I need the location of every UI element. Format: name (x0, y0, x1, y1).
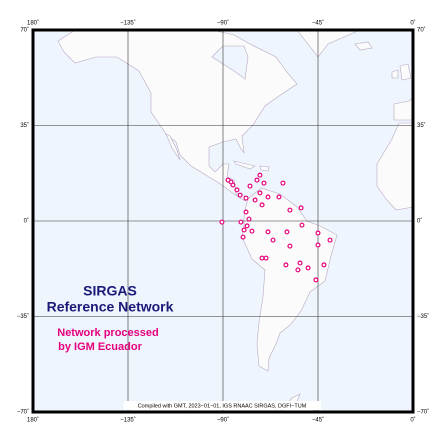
frame (31, 28, 415, 414)
ireland (391, 69, 399, 79)
station (240, 234, 246, 240)
hispaniola (259, 165, 270, 172)
station (252, 197, 258, 203)
x-tick-label: 0˚ (410, 20, 415, 27)
station (321, 262, 327, 268)
station (297, 260, 303, 266)
station (249, 228, 255, 234)
x-tick-label: −90˚ (217, 20, 229, 27)
station (270, 237, 276, 243)
y-tick-label: 70˚ (417, 27, 426, 34)
station (261, 180, 267, 186)
station (305, 265, 311, 271)
station (243, 209, 249, 215)
land (57, 29, 414, 413)
station (298, 205, 304, 211)
station (238, 219, 244, 225)
station (284, 229, 290, 235)
cuba (233, 160, 256, 170)
stations (219, 172, 333, 283)
note-line: by IGM Ecuador (58, 341, 142, 353)
x-tick-label: 180˚ (27, 417, 39, 424)
station (234, 187, 240, 193)
british-isles (399, 63, 412, 81)
station (257, 172, 263, 178)
station (225, 177, 231, 183)
station (287, 207, 293, 213)
y-tick-label: 0˚ (24, 218, 29, 225)
station (254, 177, 260, 183)
station (263, 255, 269, 261)
credit: Compiled with GMT, 2023−01−01, IGS RNAAC… (138, 403, 307, 409)
station (327, 237, 333, 243)
station (259, 202, 265, 208)
station (280, 180, 286, 186)
station (283, 262, 289, 268)
station (246, 216, 252, 222)
y-tick-label: −35˚ (17, 313, 29, 320)
station (276, 194, 282, 200)
iberia (393, 97, 414, 121)
station (265, 194, 271, 200)
station (265, 229, 271, 235)
x-tick-label: −90˚ (217, 417, 229, 424)
subtitle: Reference Network (47, 299, 174, 315)
title: SIRGAS (83, 283, 137, 299)
x-tick-label: 180˚ (27, 20, 39, 27)
station (295, 267, 301, 273)
x-tick-label: −135˚ (120, 20, 136, 27)
station (315, 242, 321, 248)
station (313, 277, 319, 283)
station (241, 227, 247, 233)
station (299, 222, 305, 228)
x-tick-label: −135˚ (120, 417, 136, 424)
south-america (241, 187, 338, 372)
x-tick-label: −45˚ (312, 20, 324, 27)
station (247, 183, 253, 189)
x-tick-label: −45˚ (312, 417, 324, 424)
y-tick-label: 0˚ (417, 218, 422, 225)
credit-box (124, 401, 321, 410)
y-tick-label: −70˚ (17, 409, 29, 416)
station (237, 192, 243, 198)
baja (165, 133, 181, 161)
station (315, 230, 321, 236)
station (259, 255, 265, 261)
africa (376, 122, 414, 211)
station (257, 190, 263, 196)
station (243, 195, 249, 201)
station (244, 223, 250, 229)
x-tick-label: 0˚ (410, 417, 415, 424)
y-tick-label: 70˚ (20, 27, 29, 34)
y-tick-label: 35˚ (417, 122, 426, 129)
y-tick-label: 35˚ (20, 122, 29, 129)
y-tick-label: −70˚ (417, 409, 429, 416)
station (287, 243, 293, 249)
y-tick-label: −35˚ (417, 313, 429, 320)
station (219, 219, 225, 225)
note-line: Network processed (57, 327, 158, 339)
iceland (354, 41, 373, 51)
